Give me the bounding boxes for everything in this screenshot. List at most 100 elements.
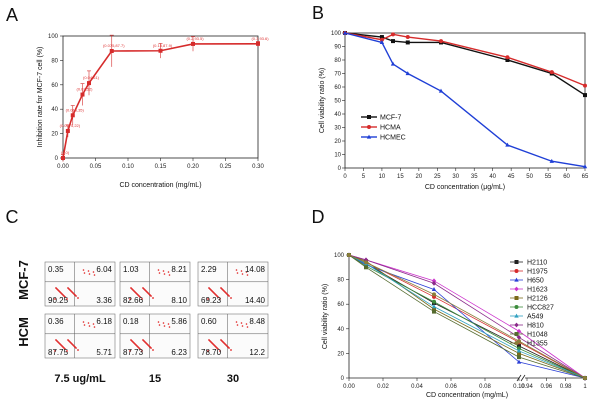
cell-event-dot bbox=[141, 298, 143, 300]
y-tick-label-d: 40 bbox=[337, 327, 344, 333]
cell-event-dot bbox=[129, 298, 131, 300]
series-line-d bbox=[348, 254, 586, 379]
x-tick-label-d: 0.00 bbox=[343, 384, 355, 390]
cell-event-dot bbox=[87, 322, 90, 324]
x-tick-label-b: 10 bbox=[379, 174, 386, 180]
cell-event-dot bbox=[61, 345, 63, 347]
data-point-b bbox=[391, 32, 395, 37]
x-tick-label-d: 0.02 bbox=[377, 384, 389, 390]
quadrant-value-ur: 8.21 bbox=[171, 265, 187, 274]
cell-event-dot bbox=[245, 323, 248, 325]
data-point-b bbox=[379, 37, 384, 42]
legend-marker-b bbox=[366, 134, 372, 139]
quadrant-value-ur: 5.86 bbox=[171, 317, 187, 326]
point-label-a: (0,0) bbox=[61, 150, 70, 155]
cell-event-dot bbox=[157, 269, 160, 271]
series-line-d bbox=[348, 254, 586, 379]
cell-event-dot bbox=[212, 291, 214, 293]
y-tick-label-b: 100 bbox=[331, 31, 342, 37]
legend-label-d: H1623 bbox=[527, 287, 548, 294]
cell-event-dot bbox=[225, 344, 227, 346]
quadrant-value-ll: 78.70 bbox=[201, 348, 222, 357]
x-tick-label-b: 5 bbox=[362, 174, 366, 180]
cell-event-dot bbox=[221, 288, 223, 290]
flow-plot bbox=[44, 261, 116, 307]
data-point-d bbox=[347, 253, 351, 257]
cell-event-dot bbox=[240, 270, 243, 272]
data-point-d bbox=[517, 355, 521, 360]
panel-letter-b: B bbox=[312, 3, 324, 23]
cell-event-dot bbox=[88, 325, 91, 327]
x-axis-label-b: CD concentration (μg/mL) bbox=[425, 184, 505, 191]
legend-label-d: H1355 bbox=[527, 341, 548, 348]
y-axis-label-d: Cell viability ratio (%) bbox=[322, 284, 329, 349]
legend-marker-d bbox=[514, 277, 519, 282]
point-label-a: (0.03,52) bbox=[76, 87, 93, 92]
y-tick-label-b: 90 bbox=[334, 45, 341, 51]
flow-plot bbox=[197, 261, 269, 307]
cell-event-dot bbox=[66, 350, 68, 352]
cell-event-dot bbox=[210, 289, 212, 291]
quadrant-value-lr: 3.36 bbox=[96, 296, 112, 305]
x-tick-label-b: 65 bbox=[582, 174, 589, 180]
cell-event-dot bbox=[132, 289, 134, 291]
cell-event-dot bbox=[236, 324, 239, 326]
series-line-d bbox=[348, 254, 586, 379]
cell-event-dot bbox=[88, 273, 91, 275]
cell-event-dot bbox=[83, 272, 86, 274]
data-point-d bbox=[432, 309, 436, 314]
cell-event-dot bbox=[223, 290, 225, 292]
quadrant-value-ul: 0.18 bbox=[123, 317, 139, 326]
legend-marker-d bbox=[514, 260, 519, 264]
x-tick-label-b: 35 bbox=[471, 174, 478, 180]
quadrant-value-ur: 6.18 bbox=[96, 317, 112, 326]
column-label-c: 15 bbox=[149, 373, 161, 385]
cell-event-dot bbox=[129, 350, 131, 352]
data-point-b bbox=[390, 61, 396, 66]
cell-event-dot bbox=[157, 321, 160, 323]
data-point-d bbox=[364, 260, 368, 265]
quadrant-value-ur: 14.08 bbox=[245, 265, 266, 274]
cell-event-dot bbox=[54, 298, 56, 300]
data-point-a bbox=[109, 49, 114, 54]
cell-event-dot bbox=[57, 289, 59, 291]
data-point-a bbox=[65, 128, 70, 133]
quadrant-value-ll: 87.73 bbox=[123, 348, 144, 357]
x-tick-label-d: 0.10 bbox=[513, 384, 525, 390]
cell-event-dot bbox=[61, 293, 63, 295]
point-label-a: (0.0075,22) bbox=[60, 123, 81, 128]
cell-event-dot bbox=[168, 274, 171, 276]
data-point-d bbox=[517, 346, 521, 351]
cell-event-dot bbox=[82, 269, 85, 271]
cell-event-dot bbox=[241, 273, 244, 275]
series-line-d bbox=[348, 254, 586, 379]
legend-label-d: H2110 bbox=[527, 260, 547, 267]
cell-event-dot bbox=[145, 342, 147, 344]
row-label-c: MCF-7 bbox=[16, 260, 31, 300]
data-point-b bbox=[342, 30, 348, 35]
y-tick-label-a: 0 bbox=[55, 156, 59, 162]
y-tick-label-b: 60 bbox=[334, 85, 341, 91]
data-point-b bbox=[405, 35, 410, 40]
data-point-a bbox=[158, 48, 163, 53]
series-line-d bbox=[348, 254, 586, 379]
cell-event-dot bbox=[227, 346, 229, 348]
cell-event-dot bbox=[59, 291, 61, 293]
x-tick-label-b: 30 bbox=[452, 174, 459, 180]
x-tick-label-b: 25 bbox=[434, 174, 441, 180]
cell-event-dot bbox=[72, 292, 74, 294]
cell-event-dot bbox=[145, 290, 147, 292]
data-point-d bbox=[432, 307, 436, 312]
x-tick-label-a: 0.30 bbox=[252, 164, 264, 170]
data-point-d bbox=[516, 335, 522, 340]
y-tick-label-a: 60 bbox=[51, 83, 58, 89]
cell-event-dot bbox=[57, 341, 59, 343]
quadrant-value-ll: 82.66 bbox=[123, 296, 144, 305]
cell-event-dot bbox=[68, 340, 70, 342]
x-tick-label-b: 50 bbox=[526, 174, 533, 180]
series-line-b bbox=[344, 32, 586, 168]
cell-event-dot bbox=[143, 288, 145, 290]
cell-event-dot bbox=[70, 342, 72, 344]
x-tick-label-d: 0.94 bbox=[521, 384, 533, 390]
